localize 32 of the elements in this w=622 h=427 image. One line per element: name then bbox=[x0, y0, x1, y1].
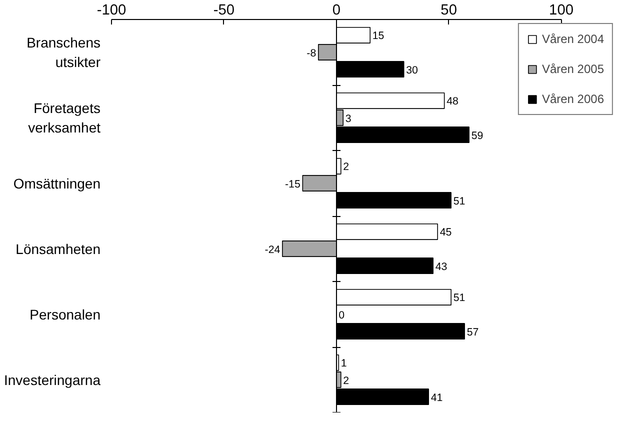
data-label: 48 bbox=[446, 96, 459, 108]
x-tick-label: 100 bbox=[549, 2, 574, 18]
data-label: 51 bbox=[453, 195, 466, 208]
legend-label: Våren 2004 bbox=[542, 32, 604, 46]
x-tick-label: -50 bbox=[213, 2, 235, 18]
data-label: 15 bbox=[372, 30, 384, 42]
data-label: 45 bbox=[440, 226, 452, 239]
data-label: 2 bbox=[343, 161, 350, 174]
data-label: 51 bbox=[453, 292, 466, 304]
y-tick-label: Personalen bbox=[30, 306, 100, 322]
data-label: -24 bbox=[264, 244, 280, 256]
y-tick-label: Företagets verksamhet bbox=[28, 100, 101, 136]
data-label: 30 bbox=[406, 64, 418, 76]
x-tick-label: -100 bbox=[96, 2, 126, 18]
data-label: 0 bbox=[338, 309, 345, 322]
y-tick-label: Lönsamheten bbox=[16, 240, 101, 257]
data-label: 2 bbox=[343, 374, 350, 387]
data-label: 43 bbox=[435, 260, 448, 273]
data-label: 57 bbox=[466, 326, 479, 338]
x-tick-label: 50 bbox=[440, 2, 457, 18]
data-label: -8 bbox=[306, 47, 316, 60]
data-label: 41 bbox=[430, 392, 443, 404]
y-tick-label: Branschens utsikter bbox=[26, 34, 101, 70]
y-tick-label: Investeringarna bbox=[4, 372, 101, 388]
data-label: 3 bbox=[345, 112, 352, 125]
data-label: 59 bbox=[471, 130, 484, 142]
data-label: 1 bbox=[340, 358, 347, 370]
y-tick-label: Omsättningen bbox=[13, 175, 101, 192]
data-label: -15 bbox=[285, 178, 300, 190]
x-tick-label: 0 bbox=[332, 2, 340, 18]
legend-label: Våren 2006 bbox=[542, 92, 604, 106]
legend-label: Våren 2005 bbox=[542, 62, 604, 76]
